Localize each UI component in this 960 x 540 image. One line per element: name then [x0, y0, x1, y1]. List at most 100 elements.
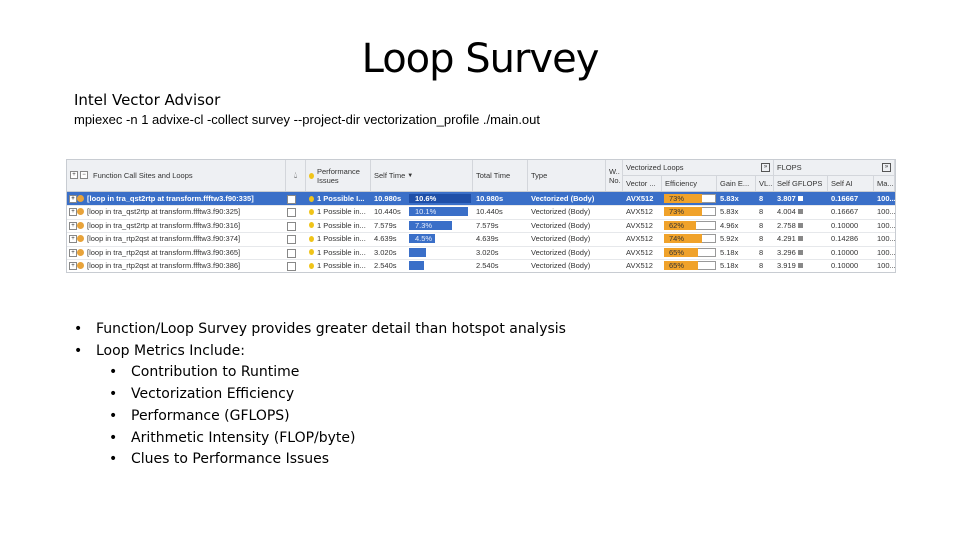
self-ai: 0.10000 — [831, 247, 859, 257]
col-efficiency[interactable]: Efficiency — [662, 176, 717, 191]
bulb-icon — [309, 208, 314, 215]
collapse-all-icon[interactable]: − — [80, 171, 88, 179]
performance-issue[interactable]: 1 Possible in... — [306, 219, 371, 232]
expand-row-icon[interactable]: + — [69, 235, 77, 244]
table-row[interactable]: + [loop in tra_qst2rtp at transform.ffftw… — [67, 205, 895, 220]
collapse-group-icon[interactable]: » — [761, 163, 770, 172]
performance-issue[interactable]: 1 Possible I... — [306, 192, 371, 205]
col-w-no[interactable]: W.. No. — [606, 160, 623, 191]
ma-value: 100... — [877, 207, 895, 217]
self-ai: 0.10000 — [831, 261, 859, 270]
gflops-text: 4.291 — [777, 234, 796, 244]
ma-value: 100... — [877, 261, 895, 270]
table-row[interactable]: + [loop in tra_qst2rtp at transform.ffftw… — [67, 219, 895, 234]
self-gflops: 3.919 — [774, 259, 828, 272]
bullet-list: Function/Loop Survey provides greater de… — [74, 319, 566, 471]
loop-icon — [77, 248, 84, 256]
loop-name: [loop in tra_rtp2qst at transform.ffftw3… — [87, 247, 241, 257]
sort-desc-icon: ▼ — [407, 172, 414, 179]
self-time-percent: 4.5% — [415, 234, 433, 244]
gain-estimate: 5.83x — [720, 194, 739, 203]
vector-length: 8 — [759, 247, 764, 257]
self-time-percent: 7.3% — [415, 220, 433, 230]
slide-title: Loop Survey — [361, 36, 600, 82]
expand-row-icon[interactable]: + — [69, 262, 77, 270]
issue-text: 1 Possible in... — [317, 234, 366, 244]
sub-bullet-item: Arithmetic Intensity (FLOP/byte) — [109, 428, 566, 450]
efficiency-bar — [664, 261, 698, 270]
expand-all-icon[interactable]: + — [70, 171, 78, 179]
loop-type: Vectorized (Body) — [531, 220, 591, 230]
col-gain[interactable]: Gain E... — [717, 176, 756, 191]
gflops-marker-icon — [797, 236, 803, 242]
gflops-text: 3.296 — [777, 247, 796, 257]
col-performance-issues[interactable]: Performance Issues — [306, 160, 371, 191]
issue-text: 1 Possible in... — [317, 207, 366, 217]
mark-checkbox[interactable] — [287, 221, 296, 231]
gflops-marker-icon — [797, 249, 803, 255]
group-vectorized-loops[interactable]: Vectorized Loops » — [623, 160, 774, 176]
performance-issue[interactable]: 1 Possible in... — [306, 246, 371, 259]
col-self-time[interactable]: Self Time ▼ — [371, 160, 473, 191]
col-call-sites[interactable]: + − Function Call Sites and Loops — [67, 160, 286, 191]
expand-row-icon[interactable]: + — [69, 248, 77, 257]
slide-subtitle: Intel Vector Advisor — [74, 91, 221, 109]
loop-type: Vectorized (Body) — [531, 207, 591, 217]
group-flops[interactable]: FLOPS » — [774, 160, 895, 176]
gflops-marker-icon — [797, 196, 803, 201]
mark-checkbox[interactable] — [287, 235, 296, 245]
col-total-time[interactable]: Total Time — [473, 160, 528, 191]
mark-checkbox[interactable] — [287, 195, 296, 204]
loop-name: [loop in tra_qst2rtp at transform.ffftw3… — [87, 194, 254, 203]
vector-length: 8 — [759, 220, 764, 230]
col-source-icon[interactable]: 💧︎ — [286, 160, 306, 191]
col-self-gflops[interactable]: Self GFLOPS — [774, 176, 828, 191]
self-time-bar — [409, 207, 469, 217]
col-ma[interactable]: Ma... — [874, 176, 895, 191]
self-ai: 0.16667 — [831, 194, 859, 203]
expand-row-icon[interactable]: + — [69, 221, 77, 230]
vector-isa: AVX512 — [626, 207, 653, 217]
bulb-icon — [309, 172, 314, 179]
table-row[interactable]: + [loop in tra_rtp2qst at transform.ffftw… — [67, 232, 895, 247]
bullet-item: Function/Loop Survey provides greater de… — [74, 319, 566, 341]
mark-checkbox[interactable] — [287, 248, 296, 258]
gain-estimate: 5.83x — [720, 207, 739, 217]
table-row[interactable]: + [loop in tra_rtp2qst at transform.ffftw… — [67, 259, 895, 272]
loop-name: [loop in tra_qst2rtp at transform.ffftw3… — [87, 220, 241, 230]
vector-length: 8 — [759, 261, 764, 270]
col-vl[interactable]: VL... — [756, 176, 774, 191]
col-vector[interactable]: Vector ... — [623, 176, 662, 191]
table-row[interactable]: + [loop in tra_qst2rtp at transform.ffftw… — [67, 192, 895, 207]
col-self-ai[interactable]: Self AI — [828, 176, 874, 191]
efficiency-value: 62% — [669, 220, 685, 230]
mark-checkbox[interactable] — [287, 262, 296, 271]
self-time-value: 10.440s — [374, 207, 401, 217]
self-time-value: 7.579s — [374, 220, 397, 230]
bulb-icon — [309, 235, 314, 242]
total-time-value: 3.020s — [476, 247, 499, 257]
expand-row-icon[interactable]: + — [69, 195, 77, 203]
self-ai: 0.16667 — [831, 207, 859, 217]
performance-issue[interactable]: 1 Possible in... — [306, 205, 371, 218]
performance-issue[interactable]: 1 Possible in... — [306, 232, 371, 245]
table-row[interactable]: + [loop in tra_rtp2qst at transform.ffftw… — [67, 246, 895, 260]
vector-isa: AVX512 — [626, 234, 653, 244]
vector-isa: AVX512 — [626, 261, 653, 270]
bulb-icon — [309, 222, 314, 229]
efficiency-value: 73% — [669, 194, 685, 203]
col-type[interactable]: Type — [528, 160, 606, 191]
performance-issue[interactable]: 1 Possible in... — [306, 259, 371, 272]
efficiency-bar — [664, 207, 702, 217]
efficiency-value: 74% — [669, 234, 685, 244]
mark-checkbox[interactable] — [287, 208, 296, 218]
loop-name: [loop in tra_rtp2qst at transform.ffftw3… — [87, 261, 241, 270]
gflops-marker-icon — [797, 263, 803, 268]
loop-icon — [77, 235, 84, 243]
self-gflops: 3.296 — [774, 246, 828, 259]
self-time-bar — [409, 261, 424, 270]
gflops-marker-icon — [797, 209, 803, 215]
self-time-bar — [409, 234, 436, 244]
collapse-group-icon[interactable]: » — [882, 163, 891, 172]
expand-row-icon[interactable]: + — [69, 208, 77, 217]
